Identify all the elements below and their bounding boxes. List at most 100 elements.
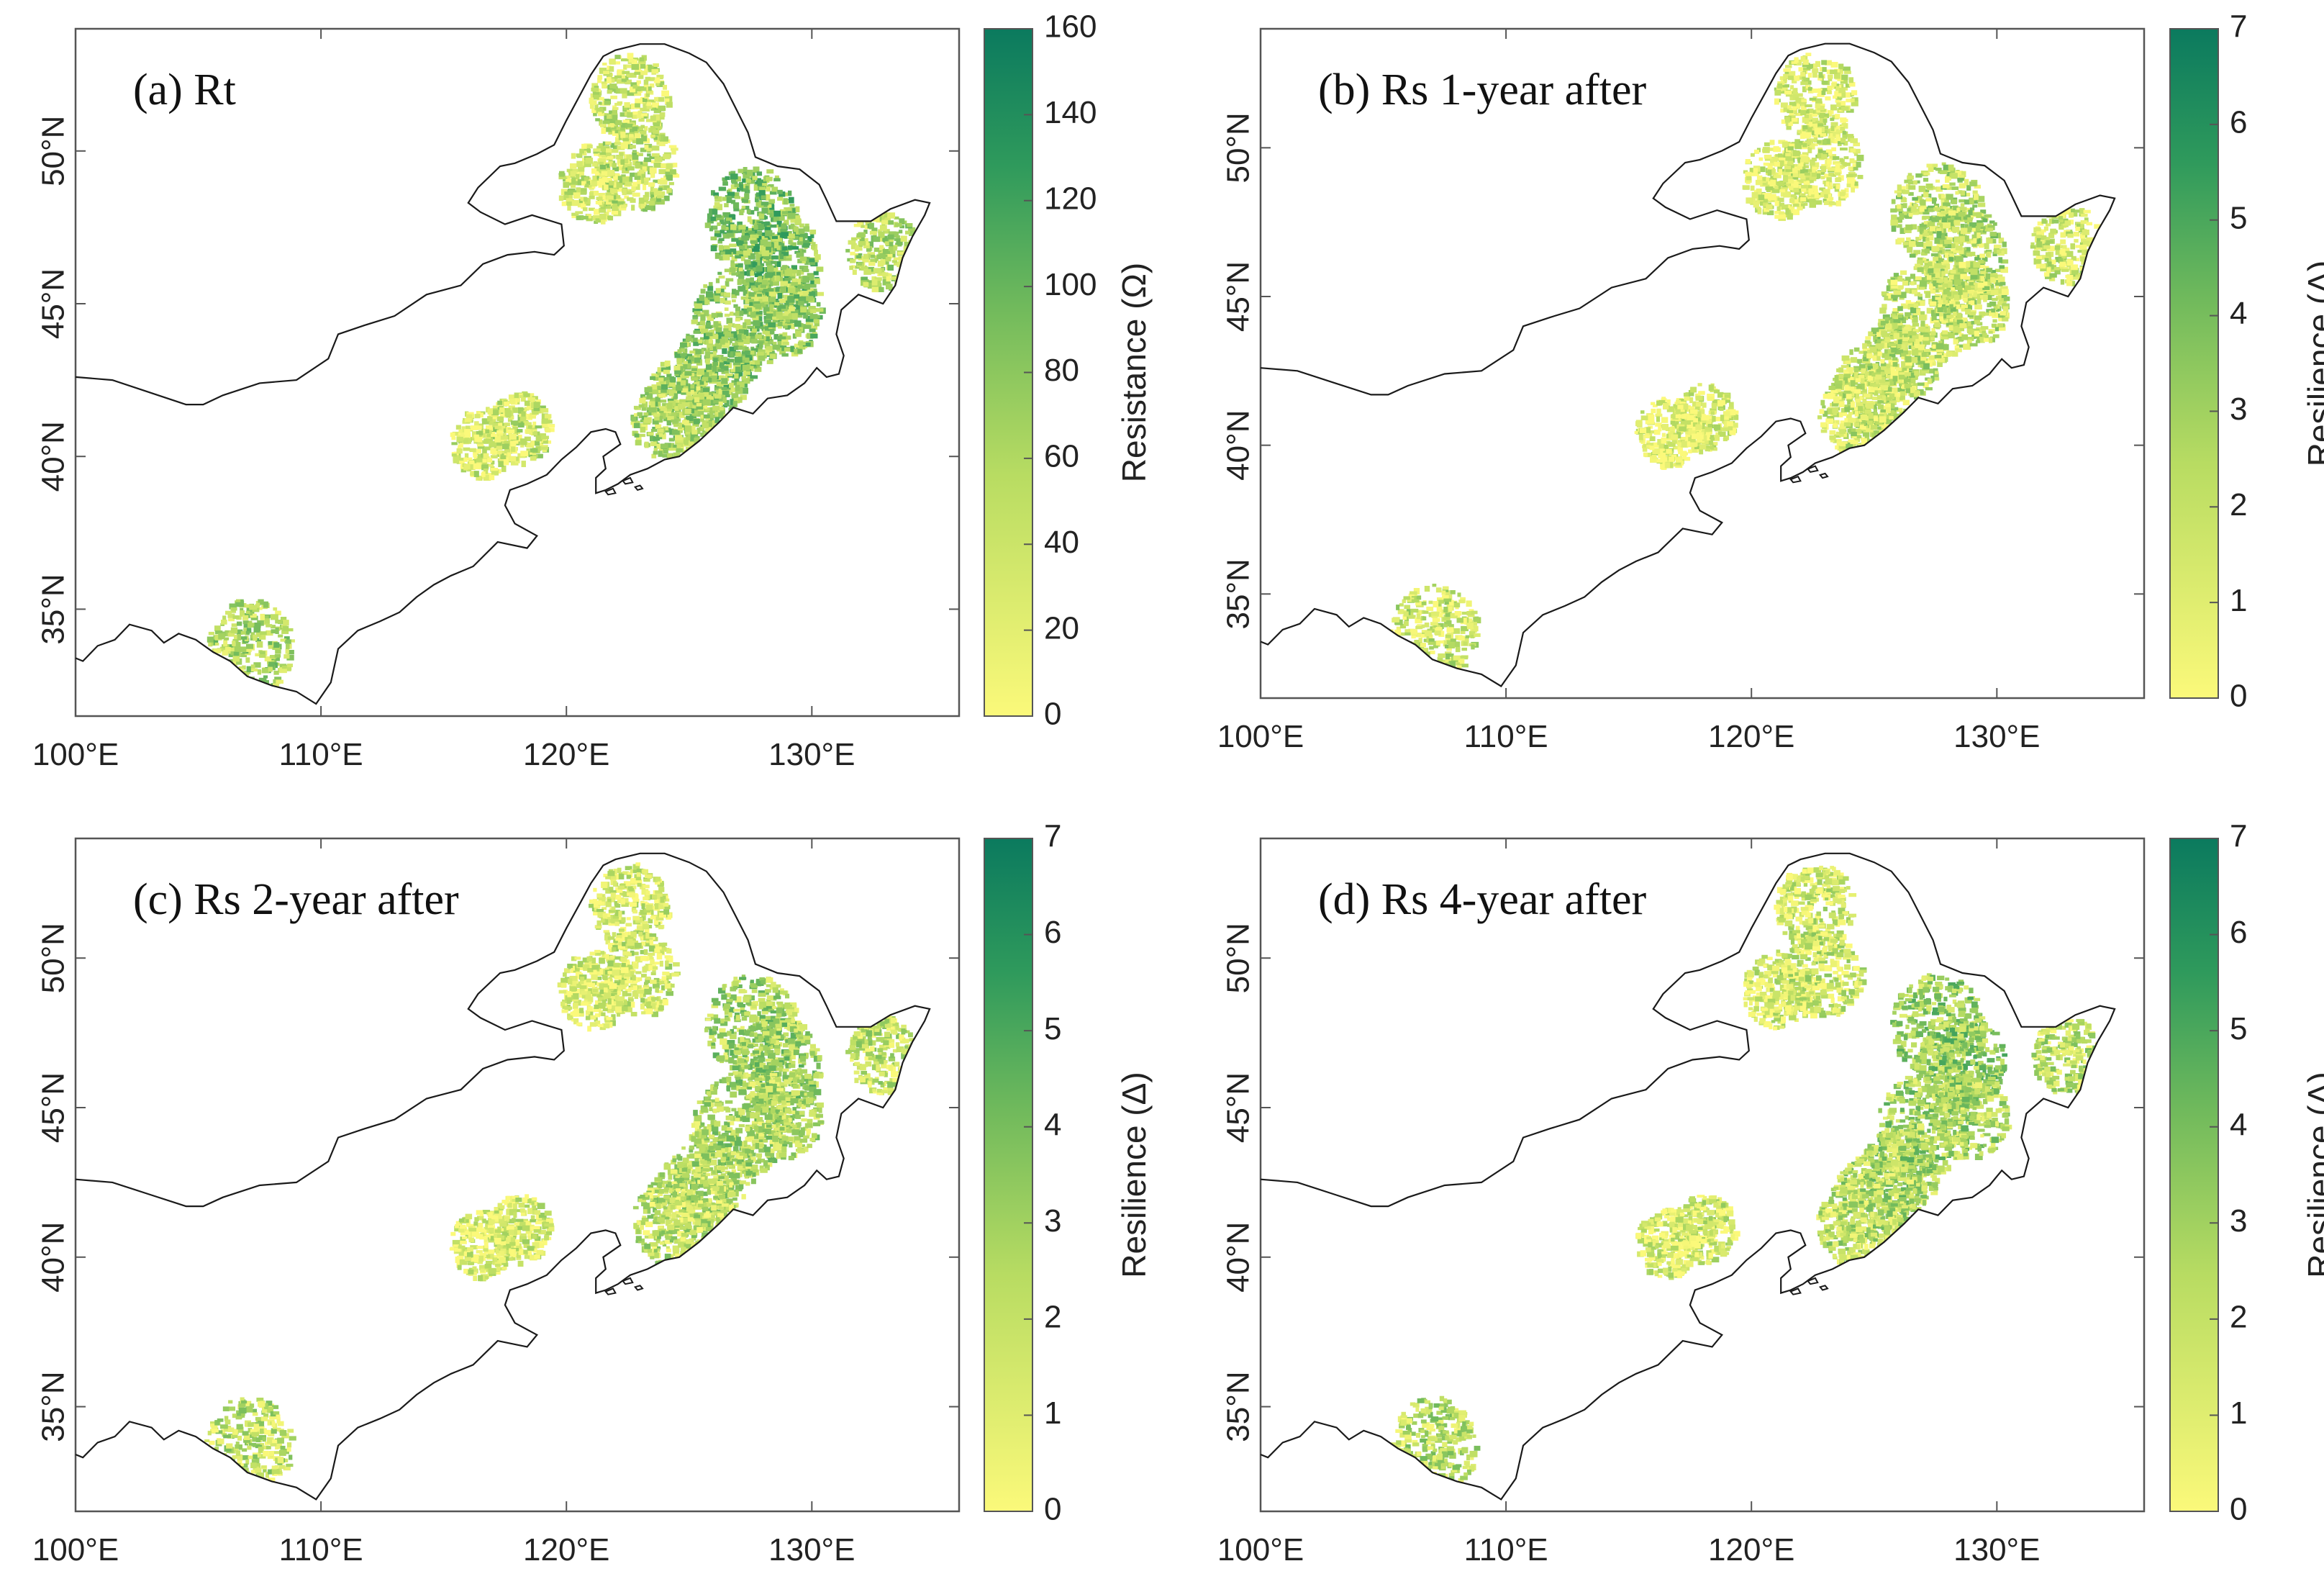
forest-pixel xyxy=(807,303,811,307)
forest-pixel xyxy=(800,232,807,239)
forest-pixel xyxy=(567,193,573,199)
forest-pixel xyxy=(756,224,764,230)
forest-pixel xyxy=(651,69,659,74)
forest-pixel xyxy=(1923,237,1927,242)
forest-pixel xyxy=(703,414,710,419)
forest-pixel xyxy=(644,145,649,150)
forest-pixel xyxy=(1890,208,1897,213)
forest-pixel xyxy=(1941,261,1946,266)
forest-pixel xyxy=(735,384,740,392)
forest-pixel xyxy=(689,350,696,354)
forest-pixel xyxy=(1892,311,1899,316)
forest-pixel xyxy=(631,415,637,422)
forest-pixel xyxy=(1939,170,1948,174)
forest-pixel xyxy=(714,394,722,399)
colorbar-tick-label: 0 xyxy=(1044,697,1061,732)
forest-pixel xyxy=(491,426,497,433)
forest-pixel xyxy=(744,319,751,326)
forest-pixel xyxy=(680,342,687,348)
forest-pixel xyxy=(264,656,272,661)
forest-pixel xyxy=(722,397,727,404)
forest-pixel xyxy=(599,198,603,204)
forest-pixel xyxy=(650,135,655,138)
forest-pixel xyxy=(715,327,722,332)
forest-pixel xyxy=(639,87,647,91)
forest-pixel xyxy=(816,308,824,312)
forest-pixel xyxy=(517,429,523,433)
forest-pixel xyxy=(625,79,632,85)
forest-pixel xyxy=(701,340,708,345)
forest-pixel xyxy=(880,214,884,220)
forest-pixel xyxy=(715,288,721,293)
forest-pixel xyxy=(1934,371,1939,374)
forest-pixel xyxy=(1893,332,1899,339)
forest-pixel xyxy=(592,91,600,97)
forest-pixel xyxy=(638,169,645,174)
forest-pixel xyxy=(1974,184,1981,189)
forest-pixel xyxy=(577,202,584,208)
forest-pixel xyxy=(1951,226,1960,232)
forest-pixel xyxy=(1955,348,1962,353)
forest-pixel xyxy=(236,599,241,602)
forest-pixel xyxy=(563,194,569,201)
forest-pixel xyxy=(465,433,471,438)
forest-pixel xyxy=(1946,351,1953,357)
forest-pixel xyxy=(1929,273,1935,278)
forest-pixel xyxy=(1899,213,1905,220)
forest-pixel xyxy=(492,405,499,411)
forest-pixel xyxy=(769,191,777,195)
forest-pixel xyxy=(1941,217,1948,223)
forest-pixel xyxy=(599,102,606,106)
forest-pixel xyxy=(802,249,807,253)
forest-pixel xyxy=(532,432,537,435)
forest-pixel xyxy=(745,335,751,339)
forest-pixel xyxy=(762,289,768,294)
forest-pixel xyxy=(607,90,612,94)
forest-pixel xyxy=(614,75,622,78)
forest-pixel xyxy=(643,126,648,131)
forest-pixel xyxy=(268,666,273,672)
forest-pixel xyxy=(1891,285,1899,289)
forest-pixel xyxy=(1941,317,1948,324)
forest-pixel xyxy=(227,633,235,637)
forest-pixel xyxy=(650,191,655,195)
forest-pixel xyxy=(514,456,519,461)
forest-pixel xyxy=(719,375,725,380)
forest-pixel xyxy=(570,184,576,189)
forest-pixel xyxy=(564,191,572,195)
forest-pixel xyxy=(1925,184,1933,189)
forest-pixel xyxy=(599,68,607,74)
forest-pixel xyxy=(646,410,652,416)
forest-pixel xyxy=(476,448,482,453)
forest-pixel xyxy=(1895,217,1902,223)
forest-pixel xyxy=(705,322,711,328)
forest-pixel xyxy=(893,246,897,251)
forest-pixel xyxy=(601,81,608,85)
forest-pixel xyxy=(286,654,294,661)
forest-pixel xyxy=(596,196,604,201)
colorbar-tick-label: 20 xyxy=(1044,610,1079,646)
forest-pixel xyxy=(663,136,668,142)
forest-pixel xyxy=(566,201,573,206)
forest-pixel xyxy=(669,428,674,435)
forest-pixel xyxy=(762,339,768,345)
forest-pixel xyxy=(792,208,796,214)
forest-pixel xyxy=(483,469,489,474)
forest-pixel xyxy=(633,184,640,190)
forest-pixel xyxy=(583,146,591,153)
forest-pixel xyxy=(487,408,494,415)
forest-pixel xyxy=(1912,329,1920,333)
forest-pixel xyxy=(876,286,884,293)
forest-pixel xyxy=(653,162,662,168)
forest-pixel xyxy=(732,289,737,294)
forest-pixel xyxy=(626,176,633,184)
forest-pixel xyxy=(273,642,280,648)
forest-pixel xyxy=(1913,204,1919,208)
forest-pixel xyxy=(858,240,866,246)
forest-pixel xyxy=(814,250,818,256)
forest-pixel xyxy=(1970,199,1979,204)
forest-pixel xyxy=(764,227,771,233)
forest-pixel xyxy=(538,405,546,410)
forest-pixel xyxy=(712,366,717,372)
forest-pixel xyxy=(1974,257,1980,261)
